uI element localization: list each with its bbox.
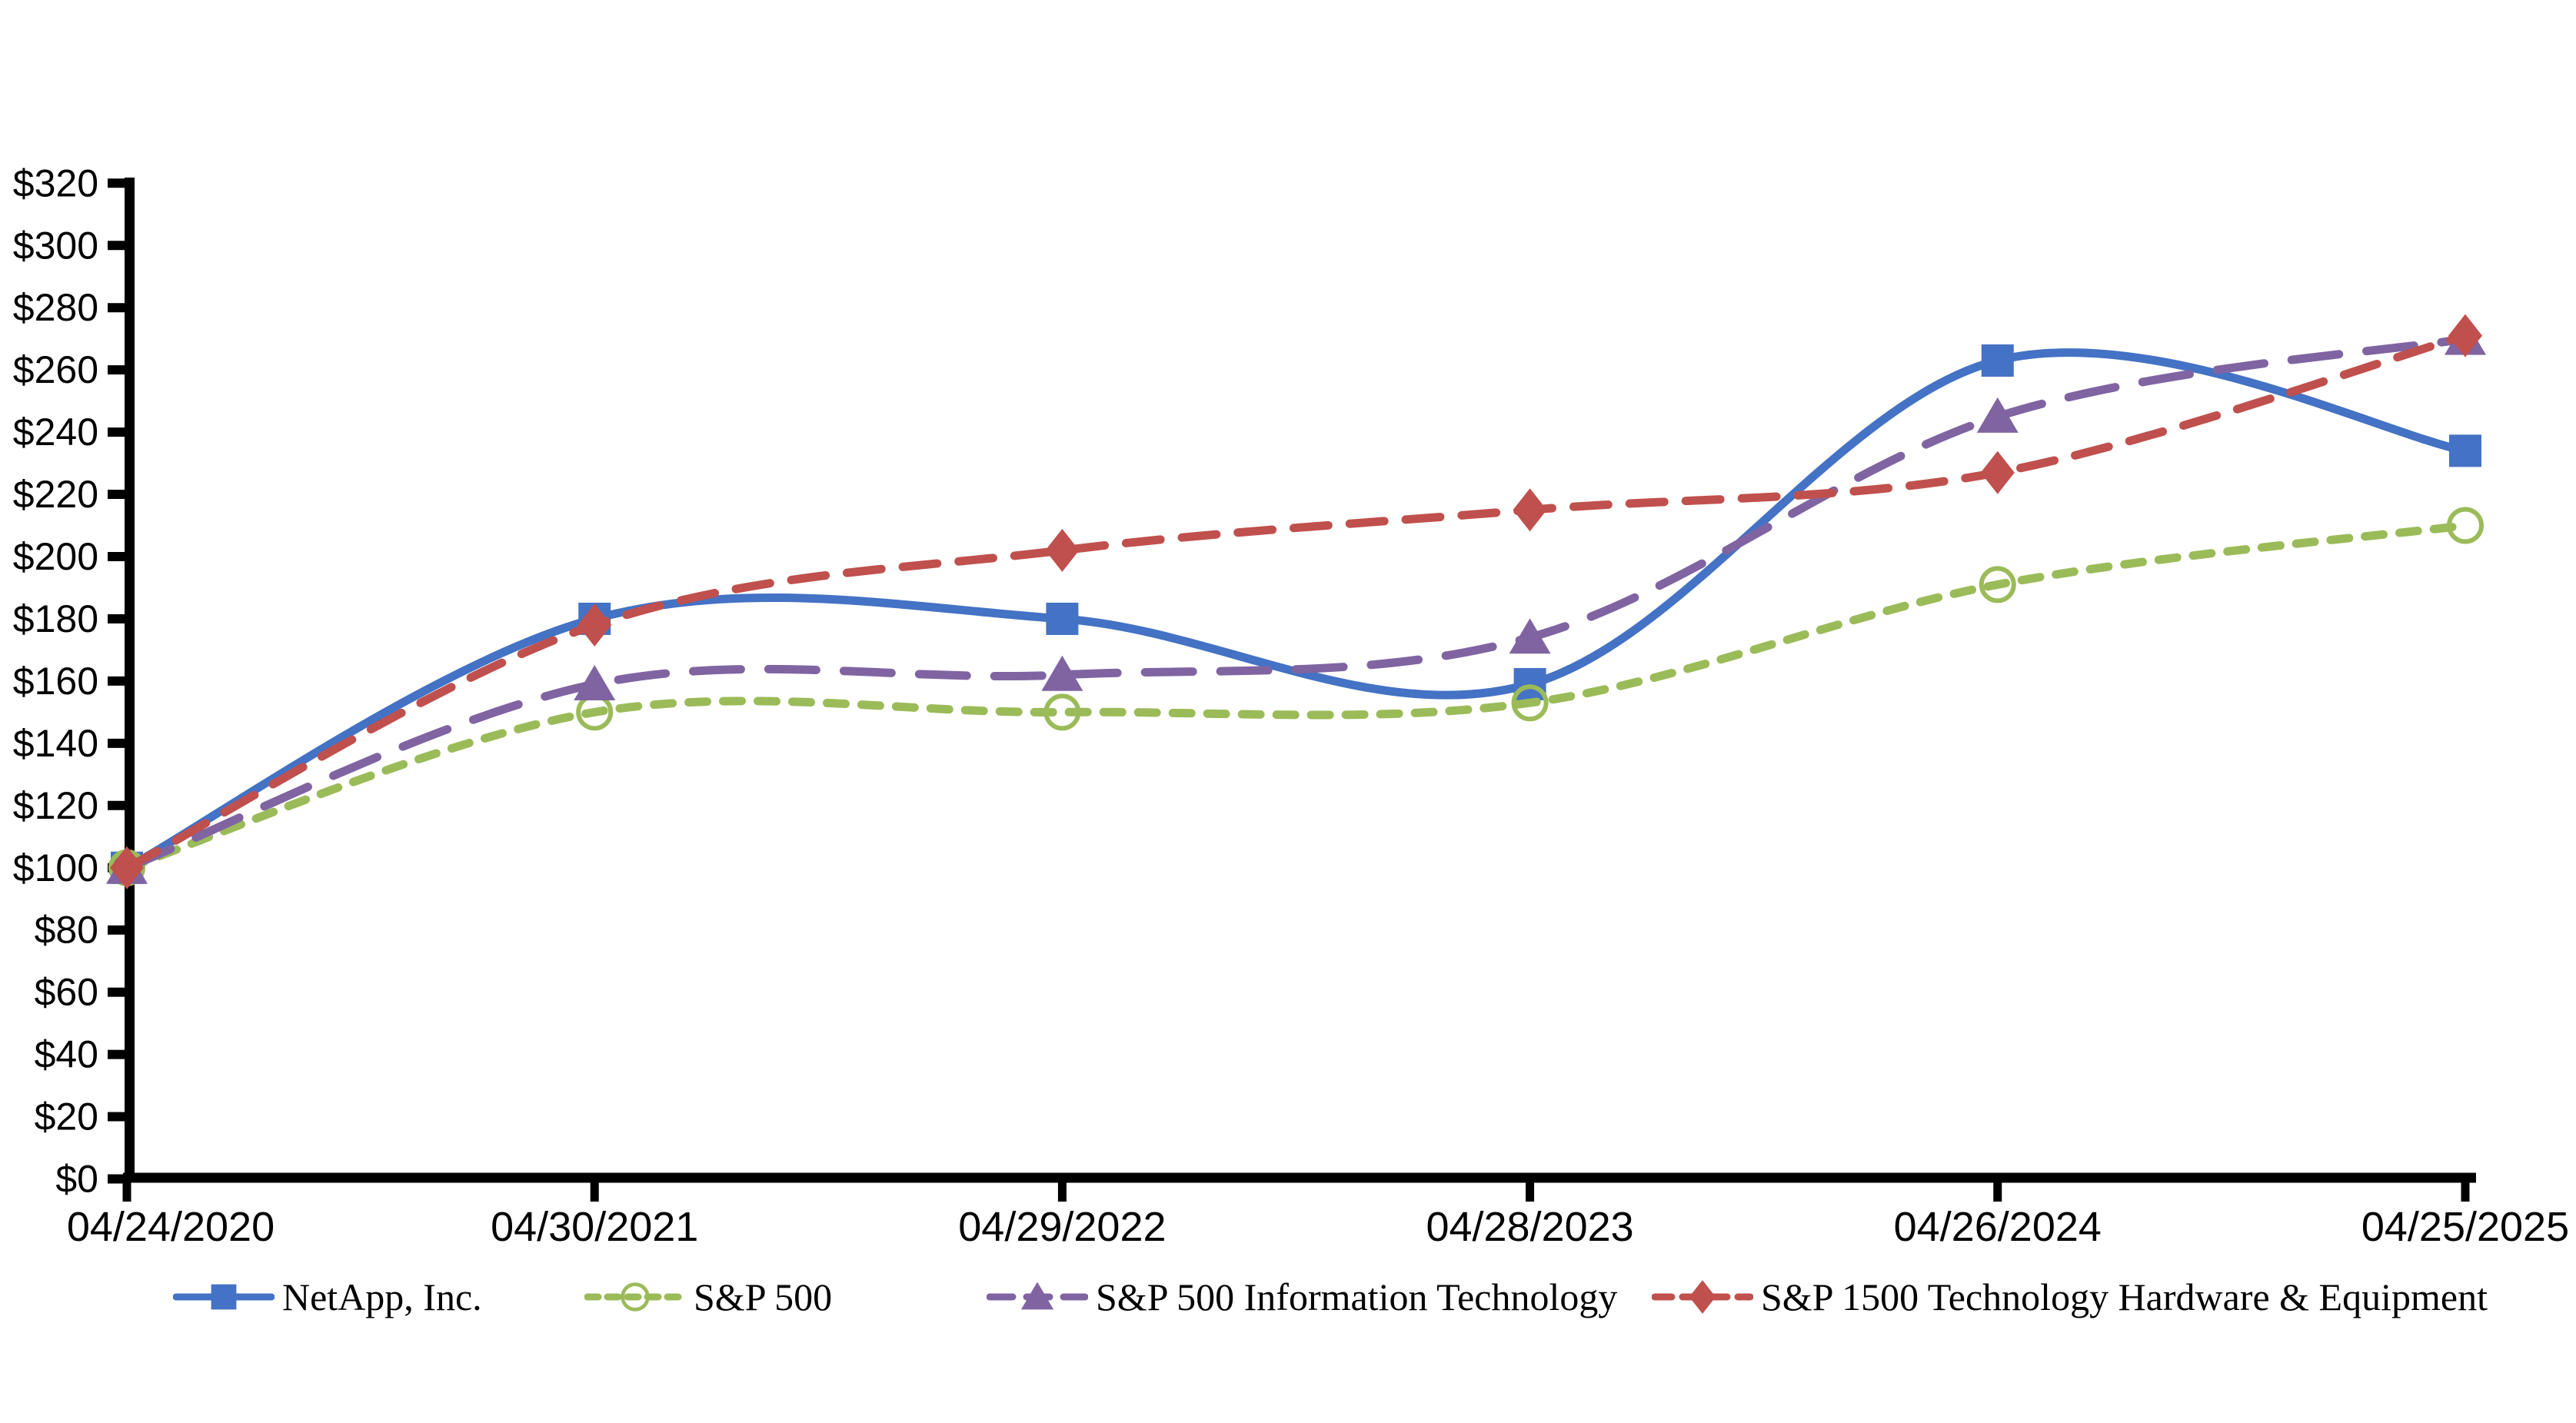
marker-triangle (574, 664, 616, 700)
legend-swatch-s-p-1500-technology-hardware-equipment (1652, 1280, 1753, 1314)
legend-item-s-p-1500-technology-hardware-equipment: S&P 1500 Technology Hardware & Equipment (1652, 1262, 2488, 1332)
x-tick-label: 04/30/2021 (491, 1204, 698, 1250)
marker-diamond (110, 846, 144, 889)
series-netapp-inc (111, 344, 2481, 884)
marker-triangle (1041, 655, 1083, 691)
legend-label: S&P 500 Information Technology (1096, 1275, 1618, 1318)
marker-open-circle (2447, 507, 2484, 544)
series-line-s-p-500 (122, 521, 2470, 873)
y-tick-label: $240 (13, 411, 98, 454)
y-tick-label: $120 (13, 784, 98, 827)
y-tick-label: $220 (13, 473, 98, 516)
marker-open-circle (1043, 693, 1081, 731)
marker-diamond (2448, 314, 2482, 357)
marker-triangle (1020, 1282, 1054, 1310)
y-tick-label: $40 (35, 1033, 98, 1076)
marker-square (1981, 344, 2014, 377)
legend-label: S&P 500 (694, 1275, 833, 1318)
legend-item-s-p-500-information-technology: S&P 500 Information Technology (987, 1262, 1617, 1332)
y-tick-label: $320 (13, 161, 98, 204)
y-tick-label: $300 (13, 224, 98, 267)
legend-label: NetApp, Inc. (282, 1275, 482, 1318)
marker-diamond (1045, 528, 1080, 572)
marker-square (1513, 667, 1546, 700)
legend-swatch-s-p-500 (584, 1282, 686, 1312)
chart-legend: NetApp, Inc. S&P 500 S&P 500 Information T… (0, 1262, 2576, 1332)
marker-diamond (1689, 1280, 1716, 1314)
x-tick-label: 04/29/2022 (958, 1204, 1166, 1250)
y-tick-label: $140 (13, 722, 98, 765)
marker-diamond (577, 603, 612, 647)
y-tick-label: $280 (13, 286, 98, 329)
y-tick-label: $200 (13, 535, 98, 578)
series-s-p-500 (108, 507, 2484, 886)
marker-triangle (1509, 618, 1551, 654)
marker-square (2449, 434, 2481, 467)
y-tick-label: $0 (55, 1158, 98, 1201)
marker-square (1046, 602, 1079, 635)
y-tick-label: $100 (13, 846, 98, 889)
marker-open-circle (1979, 566, 2016, 603)
series-s-p-500-information-technology (106, 319, 2486, 884)
marker-open-circle (621, 1282, 650, 1312)
legend-item-s-p-500: S&P 500 (584, 1262, 832, 1332)
x-tick-label: 04/26/2024 (1894, 1204, 2102, 1250)
marker-diamond (1980, 451, 2015, 494)
series-s-p-1500-technology-hardware-equipment (110, 314, 2482, 889)
y-tick-label: $60 (35, 971, 98, 1014)
marker-triangle (1976, 397, 2019, 433)
x-tick-label: 04/28/2023 (1426, 1204, 1633, 1250)
x-tick-label: 04/25/2025 (2361, 1204, 2569, 1250)
series-line-s-p-1500-technology-hardware-equipment (122, 331, 2470, 873)
marker-square (211, 1284, 237, 1310)
y-tick-label: $260 (13, 348, 98, 391)
marker-open-circle (1511, 684, 1549, 722)
legend-swatch-netapp-inc (173, 1284, 275, 1310)
series-line-netapp-inc (122, 348, 2470, 873)
x-tick-label: 04/24/2020 (67, 1204, 275, 1250)
legend-item-netapp-inc: NetApp, Inc. (173, 1262, 482, 1332)
legend-label: S&P 1500 Technology Hardware & Equipment (1761, 1275, 2488, 1318)
y-tick-label: $180 (13, 597, 98, 640)
y-tick-label: $160 (13, 660, 98, 703)
series-line-s-p-500-information-technology (122, 334, 2470, 873)
legend-swatch-s-p-500-information-technology (987, 1282, 1088, 1310)
marker-diamond (1513, 488, 1547, 532)
y-tick-label: $80 (35, 909, 98, 952)
y-tick-label: $20 (35, 1096, 98, 1139)
